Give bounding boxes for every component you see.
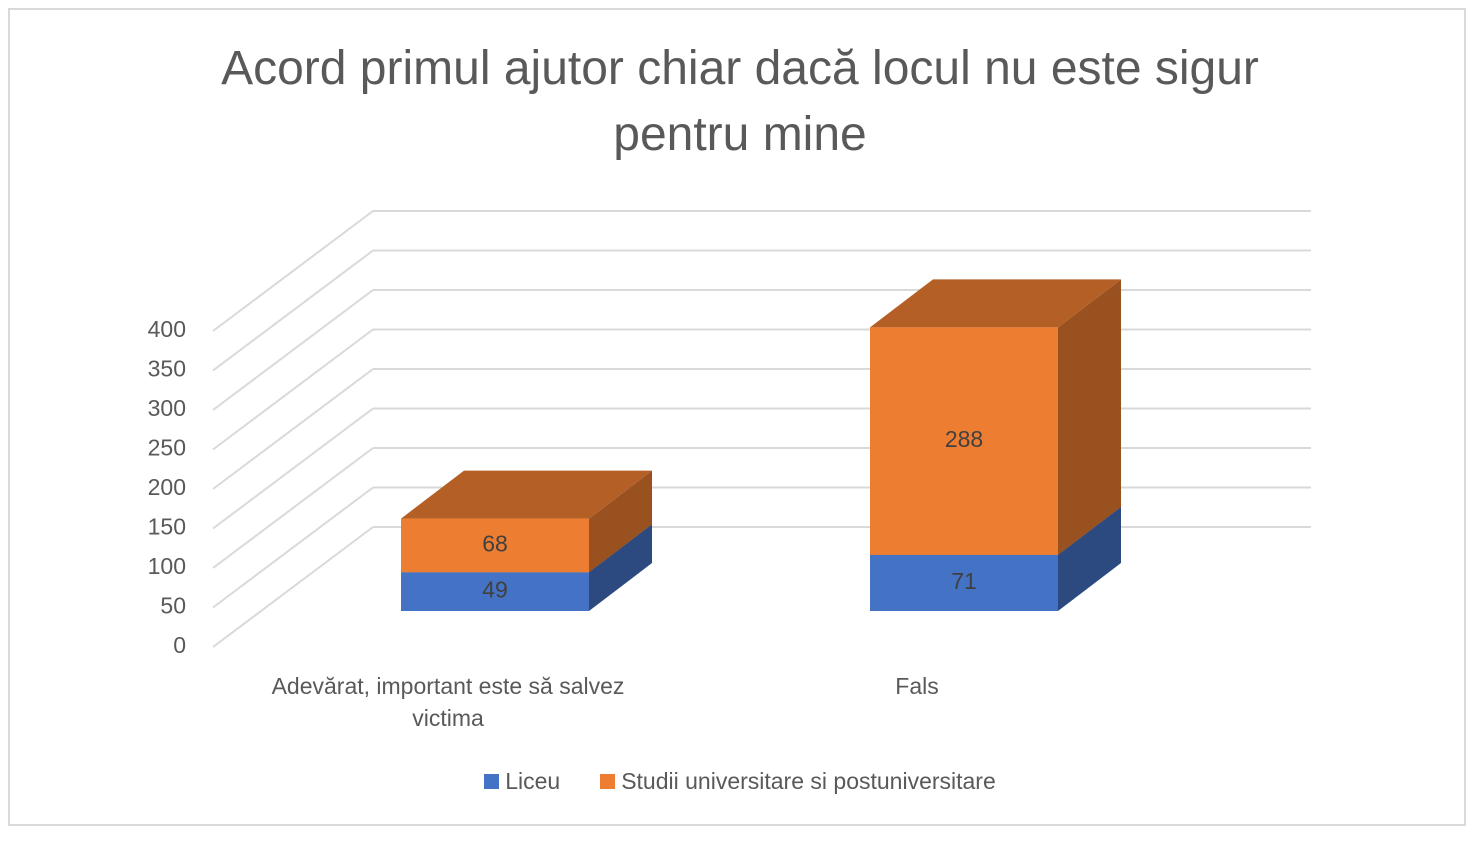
grid-line-side bbox=[212, 447, 374, 569]
grid-line-side bbox=[212, 368, 374, 490]
bar-side bbox=[1058, 506, 1121, 611]
chart-border bbox=[8, 8, 1466, 826]
legend-label: Studii universitare si postuniversitare bbox=[621, 768, 996, 794]
legend-item: Studii universitare si postuniversitare bbox=[600, 768, 996, 795]
bar-side bbox=[589, 470, 652, 573]
bar bbox=[401, 518, 589, 573]
y-tick-label: 250 bbox=[148, 435, 186, 461]
legend-item: Liceu bbox=[484, 768, 560, 795]
value-label: 288 bbox=[945, 426, 983, 452]
x-tick-label: Adevărat, important este să salvez victi… bbox=[271, 673, 625, 731]
grid-line-side bbox=[212, 249, 374, 372]
legend-swatch bbox=[484, 774, 500, 789]
y-tick-label: 150 bbox=[148, 514, 186, 540]
chart-title: Acord primul ajutor chiar dacă locul nu … bbox=[221, 42, 1259, 161]
y-tick-label: 300 bbox=[148, 395, 186, 421]
grid-line-side bbox=[212, 526, 374, 648]
y-tick-label: 400 bbox=[148, 316, 186, 342]
grid-line-side bbox=[212, 407, 374, 530]
bar-top bbox=[870, 279, 1121, 328]
grid-line-side bbox=[212, 289, 374, 411]
y-tick-label: 350 bbox=[148, 356, 186, 382]
grid-line-side bbox=[212, 486, 374, 609]
bar bbox=[401, 572, 589, 611]
y-tick-label: 50 bbox=[160, 593, 186, 619]
bar-side bbox=[1058, 279, 1121, 555]
legend-swatch bbox=[600, 774, 616, 789]
legend: Liceu Studii universitare si postuniversi… bbox=[0, 768, 1480, 795]
bar bbox=[870, 554, 1058, 611]
grid-line-side bbox=[212, 328, 374, 451]
y-tick-label: 100 bbox=[148, 553, 186, 579]
bar bbox=[870, 327, 1058, 555]
value-label: 49 bbox=[482, 577, 508, 603]
bar-top bbox=[401, 470, 652, 519]
y-tick-label: 200 bbox=[148, 474, 186, 500]
value-label: 68 bbox=[482, 531, 508, 557]
legend-label: Liceu bbox=[505, 768, 561, 794]
x-tick-label: Fals bbox=[895, 673, 939, 699]
grid-line-side bbox=[212, 210, 374, 332]
value-label: 71 bbox=[951, 568, 977, 594]
y-tick-label: 0 bbox=[173, 632, 186, 658]
bar-side bbox=[589, 524, 652, 611]
